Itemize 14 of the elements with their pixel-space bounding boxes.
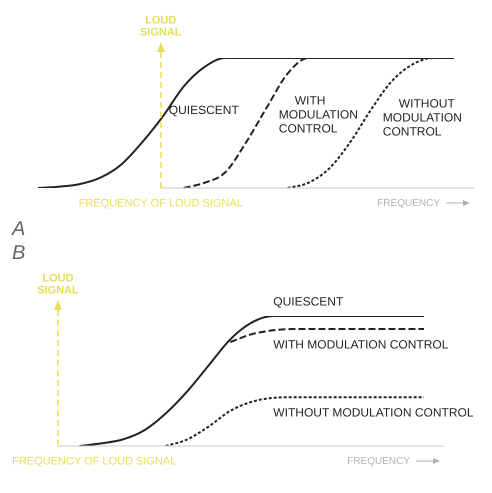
x-axis-title: FREQUENCY <box>347 456 410 467</box>
series-label: WITHOUT MODULATION CONTROL <box>273 406 474 420</box>
chart-title: B <box>11 242 26 266</box>
series-label: WITH MODULATION CONTROL <box>273 337 449 352</box>
text: LOUD SIGNAL <box>140 14 182 39</box>
text: FREQUENCY OF LOUD SIGNAL <box>78 198 243 210</box>
series-label: WITH MODULATION CONTROL <box>278 94 358 136</box>
text: LOUD SIGNAL <box>37 272 80 297</box>
series-label: WITHOUT MODULATION CONTROL <box>382 96 462 138</box>
text: FREQUENCY OF LOUD SIGNAL <box>12 456 176 468</box>
text: A <box>10 218 26 242</box>
series-label: QUIESCENT <box>273 294 344 308</box>
series-label: QUIESCENT <box>168 102 240 117</box>
x-axis-title: FREQUENCY <box>377 198 440 209</box>
